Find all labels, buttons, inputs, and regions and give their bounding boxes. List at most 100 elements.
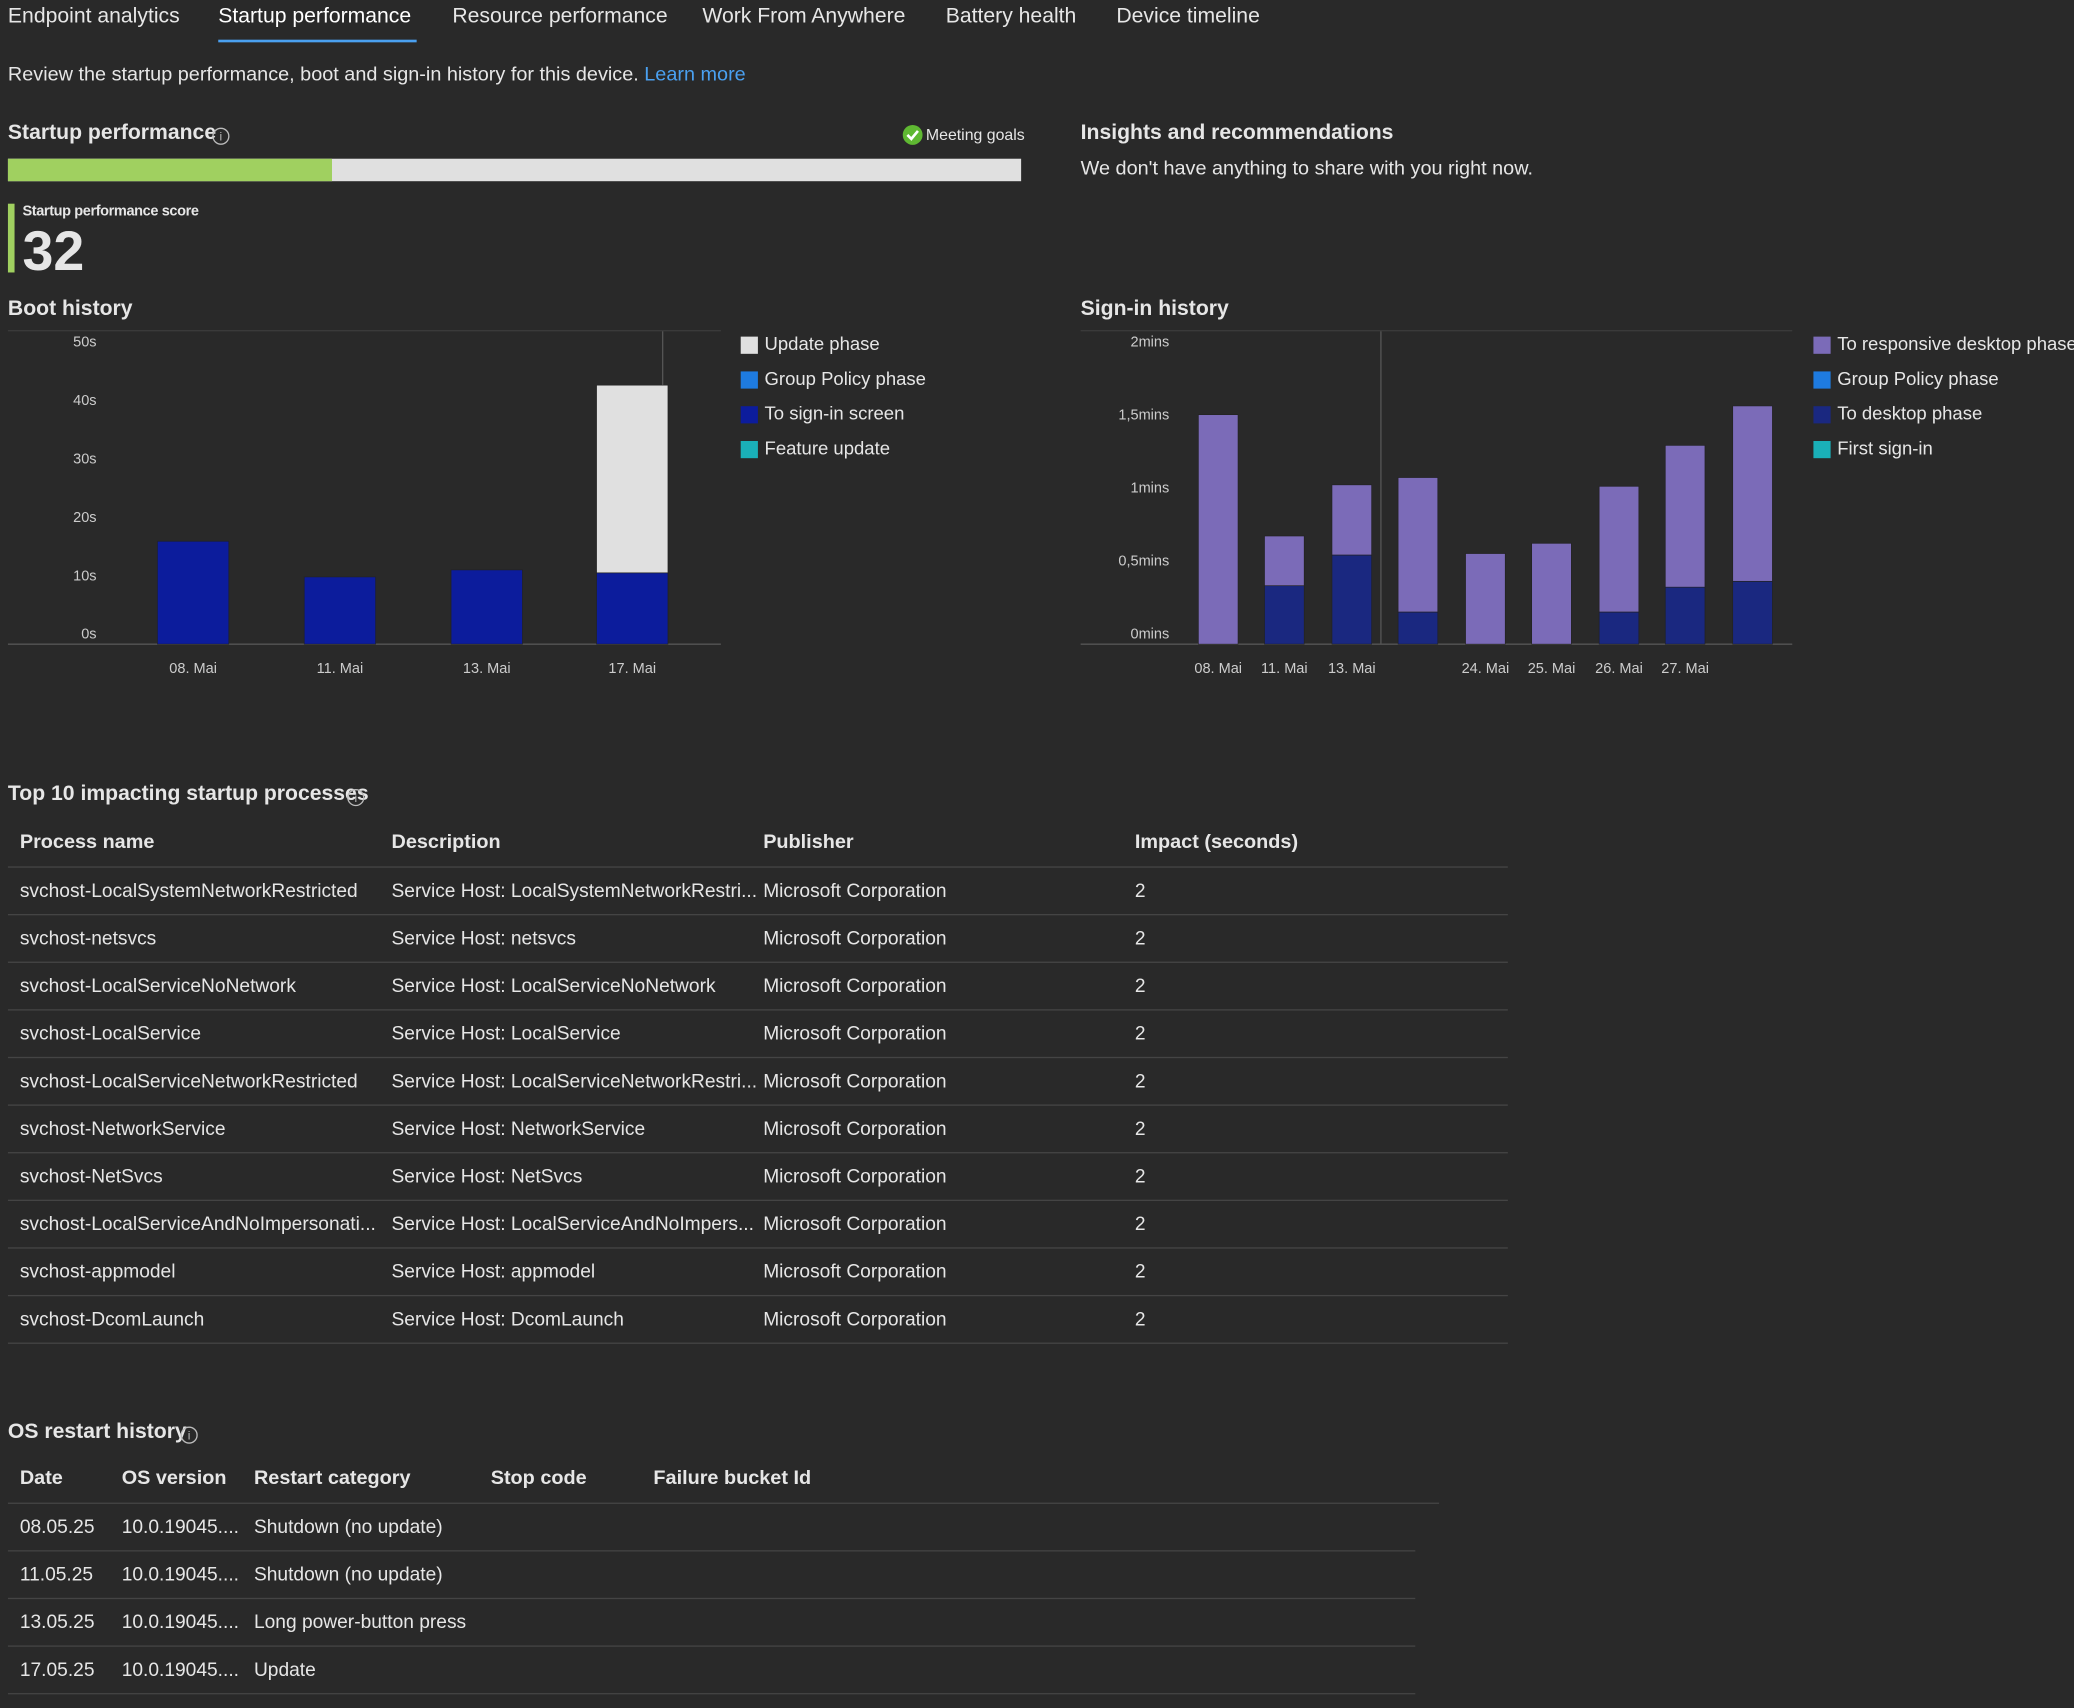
info-icon[interactable]: i <box>180 1426 199 1445</box>
x-tick-label: 25. Mai <box>1528 661 1576 677</box>
legend-label: To responsive desktop phase <box>1837 333 2074 354</box>
score-bar <box>7 158 1022 182</box>
header-line <box>7 866 1508 868</box>
column-header: Restart category <box>253 1466 411 1490</box>
legend-swatch <box>1813 336 1831 354</box>
x-tick-label: 13. Mai <box>463 661 511 677</box>
cell: svchost-LocalServiceAndNoImpersonati... <box>19 1214 376 1236</box>
cell: Service Host: appmodel <box>391 1261 596 1284</box>
restarts-title: OS restart history <box>7 1420 187 1444</box>
bar-segment <box>450 569 523 645</box>
y-tick-label: 1,5mins <box>1118 408 1169 424</box>
column-header: OS version <box>121 1466 227 1490</box>
cell: 10.0.19045.... <box>121 1564 239 1586</box>
row-line <box>7 1009 1508 1011</box>
learn-more[interactable]: Learn more <box>644 63 746 86</box>
row-line <box>7 1056 1508 1059</box>
bar-segment <box>157 540 230 645</box>
x-tick-label: 11. Mai <box>1261 661 1308 677</box>
cell: Microsoft Corporation <box>763 976 947 998</box>
legend-swatch <box>740 371 758 389</box>
score-accent <box>7 203 15 273</box>
bar-segment <box>1732 580 1773 645</box>
tab-underline <box>218 39 417 43</box>
tab[interactable]: Startup performance <box>218 5 412 28</box>
bar-segment <box>1264 535 1305 587</box>
bar-segment <box>1198 414 1239 645</box>
column-header: Process name <box>19 830 155 854</box>
column-header: Impact (seconds) <box>1134 830 1299 854</box>
cell: 10.0.19045.... <box>121 1659 239 1682</box>
legend-label: To sign-in screen <box>765 403 905 424</box>
x-tick-label: 13. Mai <box>1328 661 1376 677</box>
y-tick-label: 20s <box>73 510 96 526</box>
cell: Microsoft Corporation <box>763 1166 947 1188</box>
info-icon[interactable]: i <box>212 127 231 146</box>
row-line <box>7 1152 1508 1154</box>
tab[interactable]: Endpoint analytics <box>7 5 180 28</box>
bar-segment <box>1264 585 1305 645</box>
cell: 2 <box>1134 1119 1146 1141</box>
header-line <box>7 1502 1440 1504</box>
x-tick-label: 26. Mai <box>1595 661 1643 677</box>
cell: 10.0.19045.... <box>121 1517 239 1539</box>
cell: svchost-LocalServiceNoNetwork <box>19 976 296 998</box>
column-header: Stop code <box>490 1466 587 1490</box>
legend-swatch <box>1813 371 1831 389</box>
bar-segment <box>1664 445 1706 588</box>
tab[interactable]: Work From Anywhere <box>702 5 906 28</box>
bar-segment <box>1465 553 1506 645</box>
cell: Update <box>253 1659 316 1682</box>
cell: 10.0.19045.... <box>121 1612 239 1634</box>
cell: 2 <box>1134 1166 1146 1188</box>
cell: Service Host: NetworkService <box>391 1119 646 1141</box>
cell: Shutdown (no update) <box>253 1517 443 1539</box>
insights-title: Insights and recommendations <box>1080 121 1394 145</box>
cell: svchost-LocalSystemNetworkRestricted <box>19 880 358 903</box>
row-line <box>7 1550 1416 1552</box>
bar-segment <box>596 384 669 574</box>
cell: Service Host: LocalServiceNetworkRestri.… <box>391 1071 758 1093</box>
insights-text: We don't have anything to share with you… <box>1080 157 1533 180</box>
y-tick-label: 0mins <box>1131 627 1170 643</box>
cell: Service Host: DcomLaunch <box>391 1309 624 1331</box>
row-line <box>7 1199 1508 1202</box>
cell: Microsoft Corporation <box>763 1261 947 1284</box>
tab[interactable]: Battery health <box>945 5 1077 28</box>
y-tick-label: 0,5mins <box>1118 554 1169 570</box>
cell: 13.05.25 <box>19 1612 95 1634</box>
cell: svchost-NetworkService <box>19 1119 226 1141</box>
cell: svchost-NetSvcs <box>19 1166 163 1188</box>
row-line <box>7 1645 1416 1647</box>
x-tick-label: 24. Mai <box>1462 661 1510 677</box>
processes-title: Top 10 impacting startup processes <box>7 783 369 806</box>
tab[interactable]: Resource performance <box>452 5 668 28</box>
cell: svchost-LocalService <box>19 1023 202 1045</box>
svg-text:i: i <box>188 1429 191 1443</box>
cell: Microsoft Corporation <box>763 1023 947 1045</box>
cell: Microsoft Corporation <box>763 880 947 903</box>
cell: Shutdown (no update) <box>253 1564 443 1586</box>
info-icon[interactable]: i <box>347 788 366 807</box>
boot-title: Boot history <box>7 297 133 321</box>
legend-swatch <box>1813 406 1831 424</box>
cell: 2 <box>1134 1214 1146 1236</box>
column-header: Description <box>391 830 501 854</box>
y-tick-label: 40s <box>73 393 96 409</box>
row-line <box>7 1247 1508 1249</box>
legend-swatch <box>1813 440 1831 459</box>
check-icon <box>902 124 923 145</box>
row-line <box>7 913 1508 916</box>
tab[interactable]: Device timeline <box>1116 5 1260 28</box>
cell: Microsoft Corporation <box>763 1071 947 1093</box>
legend-label: To desktop phase <box>1837 403 1982 424</box>
legend-label: First sign-in <box>1837 437 1933 458</box>
cell: 2 <box>1134 1023 1146 1045</box>
bar-segment <box>1598 611 1640 645</box>
score-label: Startup performance score <box>22 203 199 220</box>
bar-segment <box>1531 542 1572 645</box>
cell: Service Host: netsvcs <box>391 928 576 950</box>
startup-title: Startup performance <box>7 121 217 145</box>
x-tick-label: 08. Mai <box>169 661 217 677</box>
